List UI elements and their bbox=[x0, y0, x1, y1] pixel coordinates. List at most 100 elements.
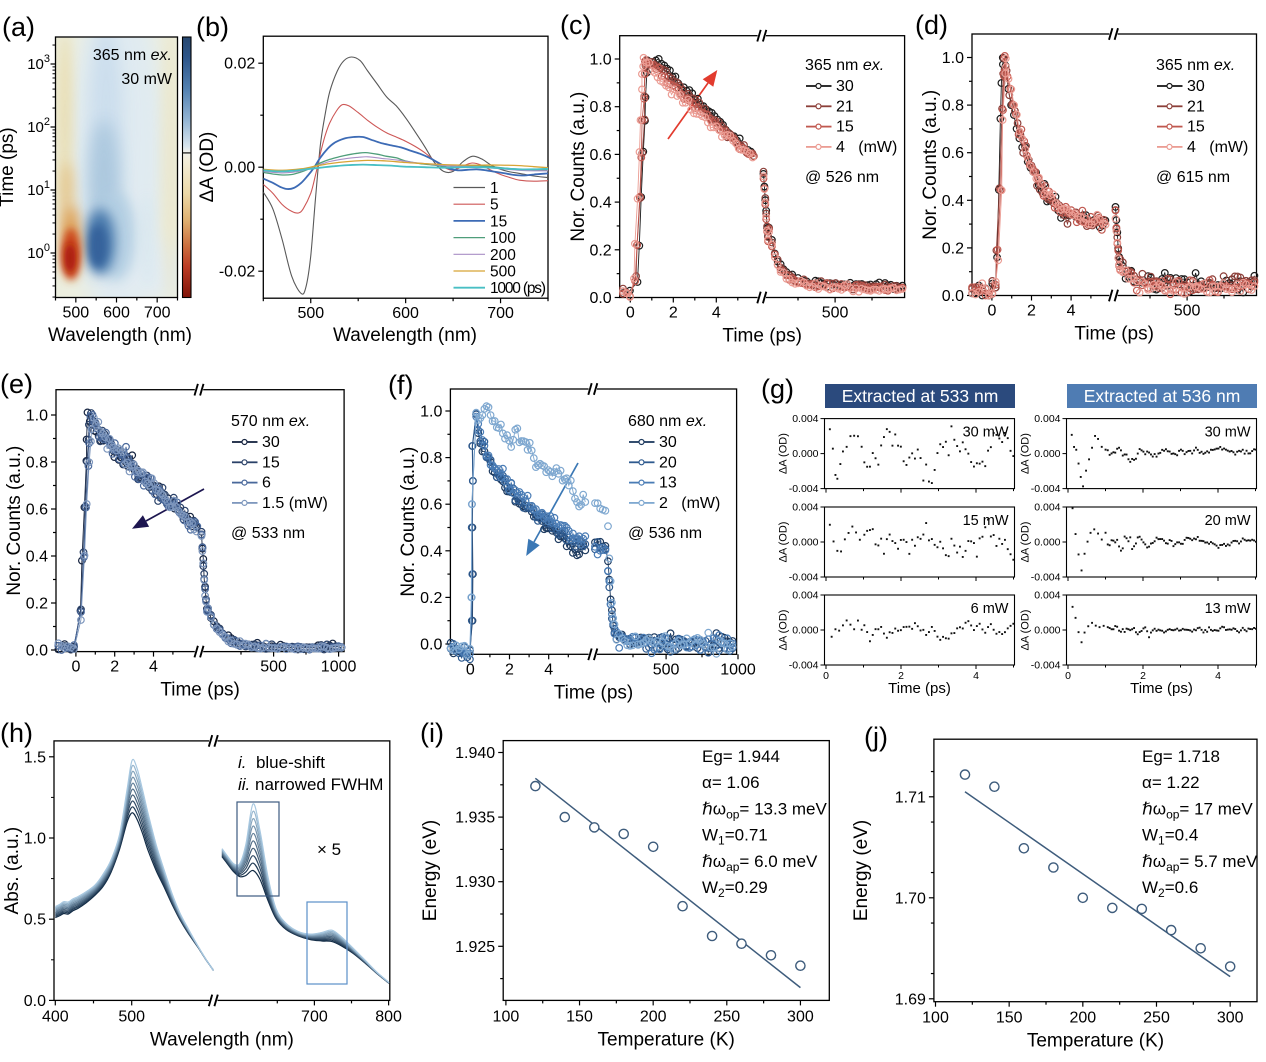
svg-text:W2=0.29: W2=0.29 bbox=[702, 878, 768, 900]
svg-text:0.004: 0.004 bbox=[1034, 590, 1060, 602]
svg-text:0.000: 0.000 bbox=[1034, 625, 1060, 637]
svg-text:15 mW: 15 mW bbox=[963, 513, 1009, 529]
svg-text:15: 15 bbox=[1187, 119, 1205, 136]
svg-text:0.8: 0.8 bbox=[26, 455, 48, 472]
svg-text:Time (ps): Time (ps) bbox=[722, 326, 802, 347]
svg-text:700: 700 bbox=[144, 305, 171, 322]
svg-text:1.940: 1.940 bbox=[455, 745, 495, 762]
svg-text:15: 15 bbox=[262, 454, 280, 471]
svg-text:α= 1.22: α= 1.22 bbox=[1142, 773, 1200, 792]
svg-text:1000 (ps): 1000 (ps) bbox=[490, 280, 546, 297]
svg-text:Wavelength (nm): Wavelength (nm) bbox=[48, 325, 192, 346]
svg-text:1.70: 1.70 bbox=[895, 890, 926, 907]
svg-text:Nor. Counts (a.u.): Nor. Counts (a.u.) bbox=[398, 447, 419, 597]
svg-text:0.4: 0.4 bbox=[26, 549, 48, 566]
svg-text:6 mW: 6 mW bbox=[971, 601, 1009, 617]
svg-text:0.004: 0.004 bbox=[792, 413, 818, 425]
svg-text:4: 4 bbox=[1215, 670, 1221, 682]
svg-text:2: 2 bbox=[898, 670, 904, 682]
svg-text:0.000: 0.000 bbox=[792, 448, 818, 460]
svg-text:0.0: 0.0 bbox=[26, 643, 48, 660]
svg-text:300: 300 bbox=[787, 1008, 814, 1025]
svg-text:100: 100 bbox=[27, 242, 50, 262]
svg-text:30: 30 bbox=[262, 434, 280, 451]
svg-text:1.5: 1.5 bbox=[24, 749, 46, 766]
svg-text:0.000: 0.000 bbox=[1034, 537, 1060, 549]
svg-text:0: 0 bbox=[1065, 670, 1071, 682]
svg-text:103: 103 bbox=[27, 53, 50, 73]
svg-text:Nor. Counts (a.u.): Nor. Counts (a.u.) bbox=[568, 92, 589, 242]
svg-text:0: 0 bbox=[987, 303, 996, 320]
svg-text:500: 500 bbox=[260, 659, 287, 676]
svg-text:365 nm ex.: 365 nm ex. bbox=[1156, 57, 1235, 74]
svg-text:4 (mW): 4 (mW) bbox=[1187, 139, 1248, 156]
svg-text:4: 4 bbox=[1067, 303, 1076, 320]
svg-text:100: 100 bbox=[493, 1008, 520, 1025]
svg-text:13 mW: 13 mW bbox=[1205, 601, 1251, 617]
svg-text:i. blue-shift: i. blue-shift bbox=[238, 753, 325, 772]
svg-text:30: 30 bbox=[1187, 78, 1205, 95]
svg-text:W1=0.4: W1=0.4 bbox=[1142, 826, 1198, 848]
svg-text:0.2: 0.2 bbox=[26, 596, 48, 613]
svg-text:Time (ps): Time (ps) bbox=[0, 127, 18, 207]
svg-text:(c): (c) bbox=[560, 10, 591, 40]
svg-text:1.5 (mW): 1.5 (mW) bbox=[262, 495, 328, 512]
svg-text:1.935: 1.935 bbox=[455, 810, 495, 827]
svg-text:250: 250 bbox=[1143, 1010, 1170, 1027]
svg-text:0.2: 0.2 bbox=[420, 590, 442, 607]
svg-text:Extracted at 536 nm: Extracted at 536 nm bbox=[1084, 386, 1241, 406]
svg-text:(h): (h) bbox=[0, 718, 33, 748]
svg-text:Energy (eV): Energy (eV) bbox=[851, 820, 872, 921]
svg-text:150: 150 bbox=[996, 1010, 1023, 1027]
svg-text:Time (ps): Time (ps) bbox=[1074, 324, 1154, 345]
svg-text:ΔA (OD): ΔA (OD) bbox=[778, 433, 790, 474]
svg-text:(g): (g) bbox=[761, 374, 794, 404]
svg-text:Wavelength (nm): Wavelength (nm) bbox=[150, 1029, 294, 1050]
svg-text:570 nm ex.: 570 nm ex. bbox=[231, 413, 310, 430]
svg-text:0.00: 0.00 bbox=[224, 160, 255, 177]
svg-text:0.6: 0.6 bbox=[942, 145, 964, 162]
svg-text:0.004: 0.004 bbox=[1034, 413, 1060, 425]
svg-text:0.4: 0.4 bbox=[420, 543, 442, 560]
svg-text:15: 15 bbox=[490, 213, 507, 230]
svg-text:W2=0.6: W2=0.6 bbox=[1142, 878, 1198, 900]
svg-text:0.8: 0.8 bbox=[589, 99, 611, 116]
svg-text:Nor. Counts (a.u.): Nor. Counts (a.u.) bbox=[920, 90, 941, 240]
svg-text:700: 700 bbox=[487, 305, 514, 322]
svg-text:-0.004: -0.004 bbox=[1031, 572, 1061, 584]
svg-text:500: 500 bbox=[62, 305, 89, 322]
svg-text:150: 150 bbox=[566, 1008, 593, 1025]
svg-text:0.02: 0.02 bbox=[224, 56, 255, 73]
svg-text:Time (ps): Time (ps) bbox=[888, 680, 951, 697]
svg-text:-0.004: -0.004 bbox=[1031, 483, 1061, 495]
svg-text:0.5: 0.5 bbox=[24, 912, 46, 929]
svg-text:200: 200 bbox=[640, 1008, 667, 1025]
svg-text:W1=0.71: W1=0.71 bbox=[702, 826, 768, 848]
svg-text:@ 533 nm: @ 533 nm bbox=[231, 525, 305, 542]
svg-text:21: 21 bbox=[1187, 98, 1205, 115]
svg-text:-0.02: -0.02 bbox=[219, 264, 256, 281]
svg-text:0.0: 0.0 bbox=[589, 290, 611, 307]
svg-text:Eg= 1.944: Eg= 1.944 bbox=[702, 747, 780, 766]
svg-text:Time (ps): Time (ps) bbox=[554, 682, 634, 703]
svg-text:0.2: 0.2 bbox=[942, 240, 964, 257]
svg-text:500: 500 bbox=[490, 264, 516, 281]
svg-text:2: 2 bbox=[669, 305, 678, 322]
svg-text:5: 5 bbox=[490, 197, 499, 214]
svg-text:500: 500 bbox=[653, 661, 680, 678]
svg-text:250: 250 bbox=[713, 1008, 740, 1025]
svg-text:ΔA (OD): ΔA (OD) bbox=[1020, 522, 1032, 563]
svg-text:20 mW: 20 mW bbox=[1205, 513, 1251, 529]
svg-text:-0.004: -0.004 bbox=[789, 483, 819, 495]
svg-text:1.0: 1.0 bbox=[420, 404, 442, 421]
svg-text:500: 500 bbox=[297, 305, 324, 322]
svg-text:300: 300 bbox=[1217, 1010, 1244, 1027]
svg-text:1.0: 1.0 bbox=[24, 831, 46, 848]
svg-text:@ 536 nm: @ 536 nm bbox=[628, 525, 702, 542]
svg-text:Temperature (K): Temperature (K) bbox=[598, 1029, 735, 1050]
svg-text:(i): (i) bbox=[420, 718, 444, 748]
svg-text:(f): (f) bbox=[388, 370, 413, 400]
svg-text:ℏωap= 5.7 meV: ℏωap= 5.7 meV bbox=[1142, 852, 1258, 874]
svg-text:Energy (eV): Energy (eV) bbox=[420, 820, 441, 921]
svg-text:1.69: 1.69 bbox=[895, 991, 926, 1008]
